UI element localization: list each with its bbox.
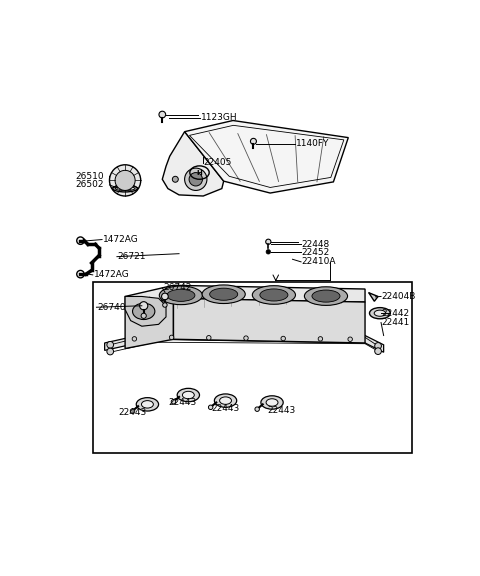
Circle shape: [185, 168, 207, 191]
Ellipse shape: [177, 388, 200, 401]
Circle shape: [318, 336, 323, 341]
Text: 22405: 22405: [203, 158, 231, 167]
Text: 22448: 22448: [302, 240, 330, 249]
Ellipse shape: [266, 399, 278, 406]
Text: 26510: 26510: [75, 172, 104, 181]
Circle shape: [208, 405, 213, 410]
Circle shape: [140, 302, 148, 310]
Ellipse shape: [312, 290, 340, 302]
Circle shape: [159, 111, 166, 118]
Text: 22443: 22443: [211, 404, 240, 412]
Circle shape: [206, 335, 211, 340]
Polygon shape: [125, 297, 166, 326]
Polygon shape: [185, 120, 348, 193]
Ellipse shape: [260, 289, 288, 301]
Circle shape: [255, 407, 259, 411]
Text: 22443: 22443: [267, 406, 296, 415]
Circle shape: [375, 343, 382, 349]
Text: 26742: 26742: [163, 283, 192, 291]
Circle shape: [132, 336, 137, 341]
Text: 22443: 22443: [119, 408, 147, 417]
Text: 1472AG: 1472AG: [94, 270, 129, 279]
Ellipse shape: [167, 289, 195, 301]
Ellipse shape: [252, 286, 296, 304]
Text: H: H: [197, 169, 203, 176]
Text: 22410A: 22410A: [302, 257, 336, 266]
Circle shape: [244, 336, 248, 340]
Circle shape: [251, 138, 256, 145]
Circle shape: [107, 342, 114, 348]
Ellipse shape: [132, 303, 155, 320]
Ellipse shape: [215, 394, 237, 407]
Text: 22442: 22442: [382, 309, 410, 318]
Ellipse shape: [304, 287, 348, 305]
Circle shape: [169, 335, 174, 340]
Ellipse shape: [210, 288, 238, 300]
Circle shape: [163, 303, 167, 307]
Polygon shape: [173, 298, 365, 343]
Circle shape: [375, 348, 382, 354]
Ellipse shape: [370, 308, 390, 319]
Circle shape: [162, 293, 168, 300]
Polygon shape: [369, 293, 378, 301]
Circle shape: [141, 313, 146, 319]
Text: 22441: 22441: [382, 318, 410, 327]
Ellipse shape: [142, 401, 154, 408]
Circle shape: [171, 400, 176, 404]
Circle shape: [348, 337, 352, 342]
Ellipse shape: [182, 391, 194, 399]
Circle shape: [130, 409, 135, 413]
Circle shape: [281, 336, 286, 341]
Text: 22452: 22452: [302, 248, 330, 257]
Ellipse shape: [136, 397, 158, 411]
Ellipse shape: [261, 396, 283, 409]
Text: 26721: 26721: [118, 252, 146, 261]
Text: 26502: 26502: [75, 180, 103, 190]
Bar: [94, 282, 411, 453]
Circle shape: [115, 170, 135, 191]
Ellipse shape: [159, 286, 203, 305]
Circle shape: [266, 249, 271, 254]
Circle shape: [109, 165, 141, 196]
Polygon shape: [162, 132, 224, 196]
Text: 26740: 26740: [97, 303, 126, 312]
Polygon shape: [105, 332, 384, 353]
Text: 22404B: 22404B: [382, 292, 416, 301]
Text: 22443: 22443: [168, 398, 196, 407]
Text: 1123GH: 1123GH: [202, 113, 238, 122]
Polygon shape: [125, 285, 365, 309]
Text: 1472AG: 1472AG: [103, 235, 139, 244]
Circle shape: [172, 176, 178, 182]
Circle shape: [189, 173, 203, 186]
Ellipse shape: [219, 397, 231, 404]
Polygon shape: [125, 298, 173, 348]
Circle shape: [266, 239, 271, 244]
Ellipse shape: [202, 285, 245, 304]
Text: 1140FY: 1140FY: [296, 139, 330, 149]
Circle shape: [107, 348, 114, 355]
Ellipse shape: [374, 310, 385, 316]
